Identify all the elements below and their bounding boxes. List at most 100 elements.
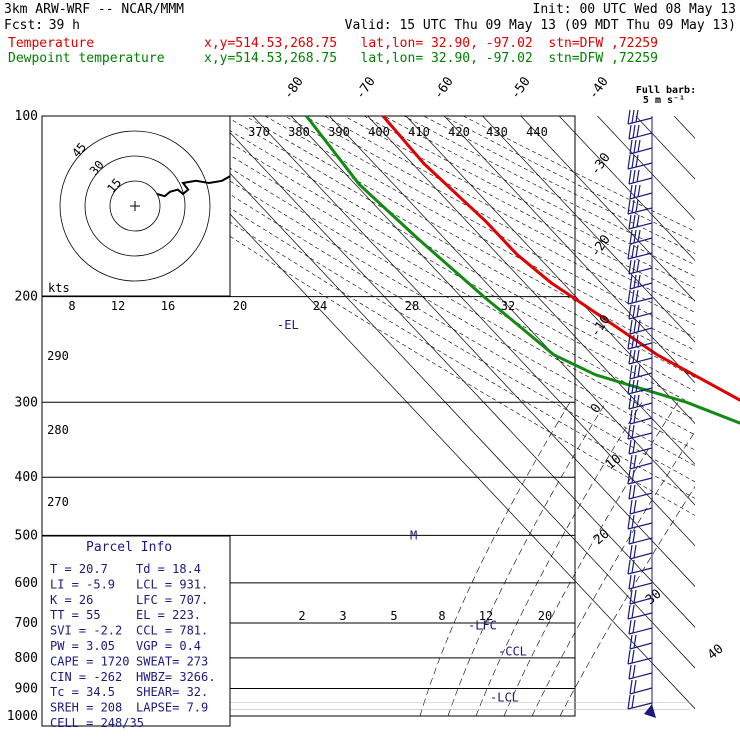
pressure-label-1000: 1000	[7, 709, 38, 724]
pressure-label-800: 800	[15, 651, 38, 666]
wind-barb-flag	[631, 424, 635, 439]
isotherm-label: 30	[643, 587, 665, 609]
wind-barb	[628, 267, 653, 275]
isotherm-line	[520, 116, 695, 302]
dry-adiabat-line	[66, 116, 695, 499]
wind-barb-flag	[635, 109, 639, 123]
dry-adiabat-label: 380	[288, 125, 310, 139]
wind-barb-flag	[632, 259, 636, 274]
wind-barb-flag	[629, 634, 633, 650]
wind-barb-flag	[632, 484, 636, 499]
isotherm-label: -70	[353, 74, 379, 102]
dry-adiabat-line	[344, 116, 695, 301]
parcel-info-right: EL = 223.	[136, 608, 201, 622]
isotherm-line	[405, 116, 695, 424]
wind-barb-flag	[628, 349, 632, 365]
wind-barb	[627, 477, 653, 485]
level-marker: M	[410, 528, 417, 542]
wind-barb-flag	[632, 574, 636, 589]
wind-barb-flag	[629, 409, 633, 425]
level-marker: -EL	[277, 318, 299, 332]
moist-adiabat-line	[475, 402, 643, 716]
parcel-info-left: CAPE = 1720	[50, 654, 129, 668]
parcel-info-right: LFC = 707.	[136, 593, 208, 607]
wind-barb-flag	[627, 649, 631, 665]
wind-barb	[628, 177, 653, 185]
wind-barb-flag	[632, 439, 636, 454]
wind-barb	[629, 417, 653, 425]
isotherm-label: -30	[588, 150, 614, 178]
isotherm-lines	[137, 116, 740, 716]
mixing-ratio-label: 20	[538, 609, 552, 623]
wind-barb-flag	[628, 259, 632, 275]
surface-barb	[644, 704, 656, 718]
wind-barb-flag	[636, 394, 640, 408]
wind-barb	[629, 327, 653, 335]
wind-barb-flag	[637, 319, 641, 333]
wind-barb-flag	[636, 304, 640, 318]
wind-barb-flag	[627, 604, 631, 620]
dry-adiabat-label: 420	[448, 125, 470, 139]
wind-barb-flag	[633, 364, 637, 379]
wind-barb-flag	[628, 619, 632, 635]
wind-barb-flag	[628, 214, 632, 230]
isotherm-label: 40	[705, 642, 727, 664]
moist-adiabat-line	[559, 486, 695, 716]
parcel-info-right: LCL = 931.	[136, 577, 208, 591]
model-title: 3km ARW-WRF -- NCAR/MMM	[4, 2, 184, 17]
wind-barb	[628, 222, 653, 230]
wind-barb-flag	[633, 589, 637, 604]
wind-barb-flag	[629, 229, 633, 245]
dry-adiabat-line	[304, 116, 695, 326]
wind-barb-flag	[631, 334, 635, 349]
wind-barb	[628, 312, 653, 320]
wind-barb-flag	[631, 694, 635, 709]
wind-barb-flag	[629, 184, 633, 200]
hodograph-ring	[84, 155, 186, 257]
wind-barb	[627, 162, 653, 170]
wind-barb-flag	[635, 244, 639, 258]
wind-barb	[627, 117, 653, 125]
parcel-info-left: TT = 55	[50, 608, 101, 622]
wind-barb-flag	[627, 379, 631, 395]
dewpoint-series	[305, 115, 740, 425]
isotherm-line	[290, 116, 695, 547]
wind-barb-flag	[632, 124, 636, 139]
wind-barbs	[627, 109, 656, 718]
isotherm-label: -20	[588, 232, 614, 260]
wind-barb-flag	[629, 139, 633, 155]
wind-barb-flag	[636, 124, 640, 138]
isotherm-line	[712, 116, 740, 716]
wind-barb-flag	[635, 154, 639, 168]
parcel-info-left: T = 20.7	[50, 562, 108, 576]
wind-barb	[629, 687, 653, 695]
dry-adiabat-label: 440	[526, 125, 548, 139]
wind-barb-flag	[628, 394, 632, 410]
hodograph-units-label: kts	[48, 281, 70, 295]
wind-barb-flag	[627, 469, 631, 485]
wind-barb-flag	[633, 454, 637, 469]
wind-barb-flag	[629, 454, 633, 470]
wind-barb-flag	[631, 604, 635, 619]
moist-adiabat-line	[419, 402, 571, 716]
wind-barb	[629, 372, 653, 380]
isotherm-label: -80	[281, 74, 307, 102]
wind-barb-flag	[627, 559, 631, 575]
dry-adiabat-line	[324, 116, 695, 313]
wind-barb	[627, 657, 653, 665]
wind-barb-flag	[628, 529, 632, 545]
dry-adiabat-line	[106, 116, 695, 467]
wind-barb-flag	[628, 484, 632, 500]
isotherm-line	[482, 116, 695, 343]
wind-barb-flag	[633, 184, 637, 199]
wind-barb-flag	[633, 229, 637, 244]
wind-barb	[628, 672, 653, 680]
parcel-info-left: PW = 3.05	[50, 639, 115, 653]
wind-barb-flag	[628, 304, 632, 320]
level-marker: -LFC	[468, 619, 497, 633]
isotherm-label: 20	[591, 527, 613, 549]
isotherm-label: 0	[588, 401, 605, 416]
